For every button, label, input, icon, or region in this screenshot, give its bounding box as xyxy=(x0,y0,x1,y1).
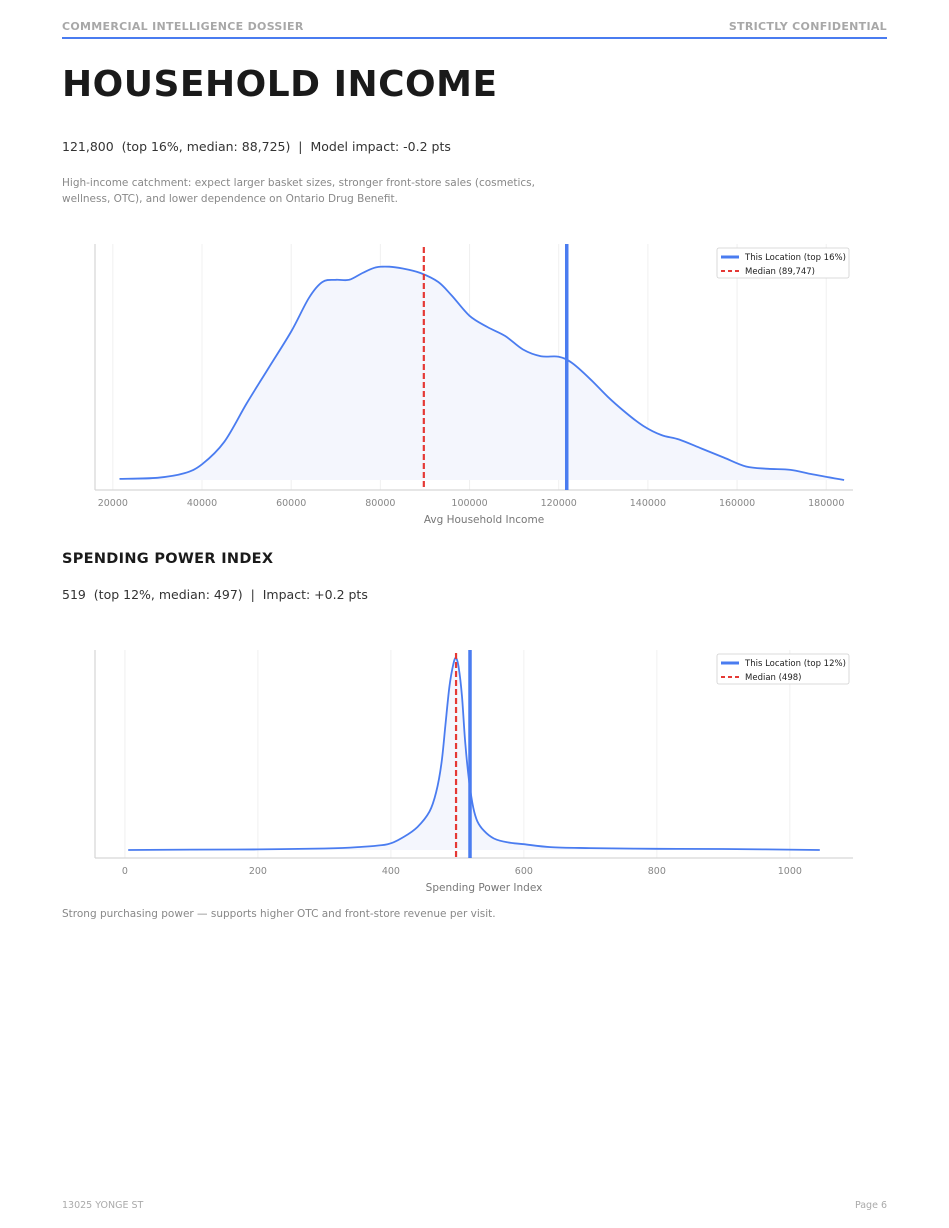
spending-power-distribution-chart: 0 200 400 600 800 1000 Spending Power Index Thi… xyxy=(94,650,853,894)
x-tick-label: 600 xyxy=(515,866,533,877)
x-axis-label: Avg Household Income xyxy=(424,514,544,526)
legend-label-median: Median (498) xyxy=(745,673,801,683)
density-curve xyxy=(119,265,845,481)
legend-label-this-location: This Location (top 12%) xyxy=(744,659,846,669)
income-note: High-income catchment: expect larger bas… xyxy=(62,175,535,207)
confidentiality-label: STRICTLY CONFIDENTIAL xyxy=(728,20,887,33)
x-tick-label: 40000 xyxy=(187,498,217,509)
income-note-line-1: High-income catchment: expect larger bas… xyxy=(62,177,535,189)
x-tick-label: 180000 xyxy=(808,498,844,509)
spending-stat-line: 519 (top 12%, median: 497) | Impact: +0.… xyxy=(62,587,368,602)
x-tick-label: 140000 xyxy=(630,498,666,509)
x-tick-label: 200 xyxy=(249,866,267,877)
x-tick-label: 400 xyxy=(382,866,400,877)
x-tick-label: 160000 xyxy=(719,498,755,509)
x-tick-label: 100000 xyxy=(451,498,487,509)
page-number: Page 6 xyxy=(854,1200,887,1211)
legend-label-this-location: This Location (top 16%) xyxy=(744,253,846,263)
report-header-title: COMMERCIAL INTELLIGENCE DOSSIER xyxy=(62,20,304,33)
spending-note: Strong purchasing power — supports highe… xyxy=(62,908,496,920)
density-curve xyxy=(128,656,820,851)
x-tick-label: 1000 xyxy=(778,866,802,877)
x-tick-label: 800 xyxy=(648,866,666,877)
density-area xyxy=(128,657,820,850)
report-header: COMMERCIAL INTELLIGENCE DOSSIER STRICTLY… xyxy=(62,20,887,39)
legend-box xyxy=(716,247,850,279)
spending-section-heading: SPENDING POWER INDEX xyxy=(62,551,274,567)
x-tick-label: 0 xyxy=(122,866,128,877)
density-area xyxy=(119,266,845,480)
income-stat-line: 121,800 (top 16%, median: 88,725) | Mode… xyxy=(62,139,451,154)
income-distribution-chart: 20000 40000 60000 80000 100000 120000 140000 16… xyxy=(94,244,853,526)
page-title: HOUSEHOLD INCOME xyxy=(62,64,498,105)
x-tick-label: 80000 xyxy=(365,498,395,509)
x-tick-label: 120000 xyxy=(541,498,577,509)
income-note-line-2: wellness, OTC), and lower dependence on … xyxy=(62,193,398,205)
x-axis-label: Spending Power Index xyxy=(426,882,543,894)
x-tick-label: 20000 xyxy=(98,498,128,509)
x-tick-label: 60000 xyxy=(276,498,306,509)
legend-label-median: Median (89,747) xyxy=(745,267,815,277)
legend-box xyxy=(716,653,850,685)
footer-address: 13025 YONGE ST xyxy=(62,1200,144,1211)
